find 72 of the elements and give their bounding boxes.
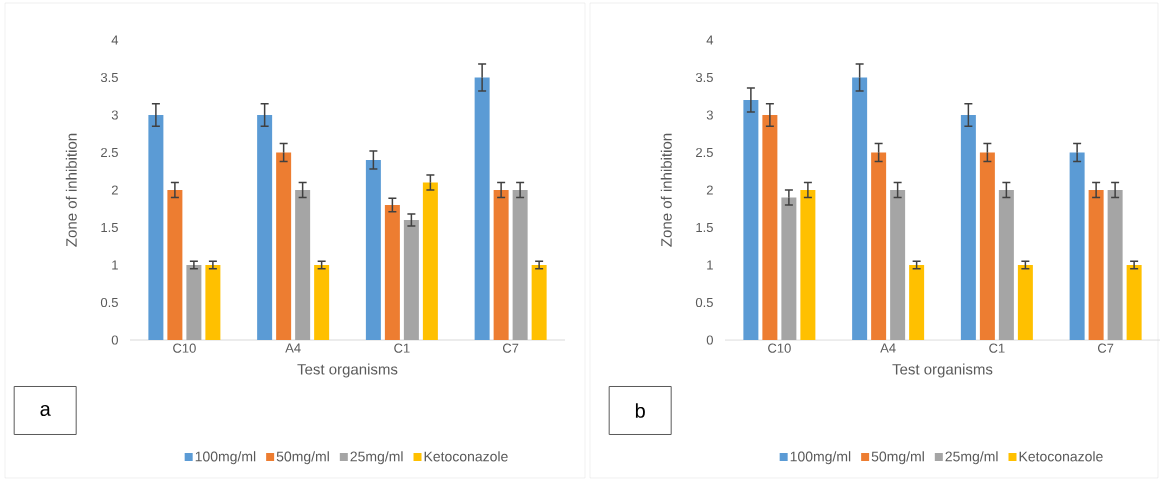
bar [314,264,330,340]
bar [295,189,311,340]
legend-label: 50mg/ml [276,451,329,465]
bar [148,114,164,340]
y-tick-label: 3.5 [100,72,118,83]
y-tick-label: 1.5 [101,222,118,233]
bar [852,77,868,340]
bar [1126,264,1142,340]
bar [512,189,528,340]
bar [403,219,419,340]
bar [531,264,547,340]
x-tick-label: C7 [1097,343,1114,353]
bar [1107,189,1123,340]
x-axis-title: Test organisms [892,363,993,378]
bar [257,114,273,340]
y-tick-label: 2.5 [696,147,713,158]
y-tick-label: 0 [706,335,713,345]
y-tick-label: 1.5 [696,222,713,233]
x-tick-label: C1 [989,343,1005,353]
legend-label: 25mg/ml [350,451,403,465]
x-tick-label: C7 [502,343,519,353]
y-tick-label: 0 [111,335,118,345]
y-tick-label: 2 [111,185,118,195]
x-tick-label: C10 [173,343,196,353]
bar [960,114,976,340]
bar [186,264,202,340]
bar [800,189,816,340]
y-tick-label: 4 [706,35,714,45]
bar [474,77,490,340]
text: a [40,405,51,416]
bar [422,182,438,340]
bar [762,114,778,340]
legend-label: 100mg/ml [790,451,851,465]
y-tick-label: 3 [111,110,118,120]
bar [205,264,221,340]
bar [979,152,995,340]
legend-label: Ketoconazole [1019,451,1103,462]
y-tick-label: 3.5 [695,72,713,83]
bar [365,159,381,340]
bar [1017,264,1033,340]
bar [743,99,759,340]
bar [1069,152,1085,340]
bar [1088,189,1104,340]
x-tick-label: C1 [394,343,410,353]
y-tick-label: 4 [111,35,119,45]
y-tick-label: 1 [707,260,713,270]
bar [781,197,797,340]
y-tick-label: 0.5 [695,297,713,308]
y-tick-label: 2 [706,185,713,195]
legend-label: 25mg/ml [945,451,998,465]
text: b [635,403,645,418]
y-axis-title: Zone of inhibition [660,133,672,247]
x-tick-label: A4 [285,343,301,353]
bar [276,152,292,340]
y-axis-title: Zone of inhibition [65,133,77,247]
x-tick-label: C10 [768,343,791,353]
y-tick-label: 2.5 [101,147,118,158]
y-tick-label: 0.5 [100,297,118,308]
x-tick-label: A4 [880,343,896,353]
bar [167,189,183,340]
bar [890,189,906,340]
x-axis-title: Test organisms [297,363,398,378]
legend-label: 100mg/ml [195,451,256,465]
bar [909,264,925,340]
legend-label: 50mg/ml [871,451,924,465]
bar [384,204,400,340]
bar [998,189,1014,340]
bar [493,189,509,340]
y-tick-label: 3 [706,110,713,120]
bar [871,152,887,340]
y-tick-label: 1 [112,260,118,270]
legend-label: Ketoconazole [424,451,508,462]
